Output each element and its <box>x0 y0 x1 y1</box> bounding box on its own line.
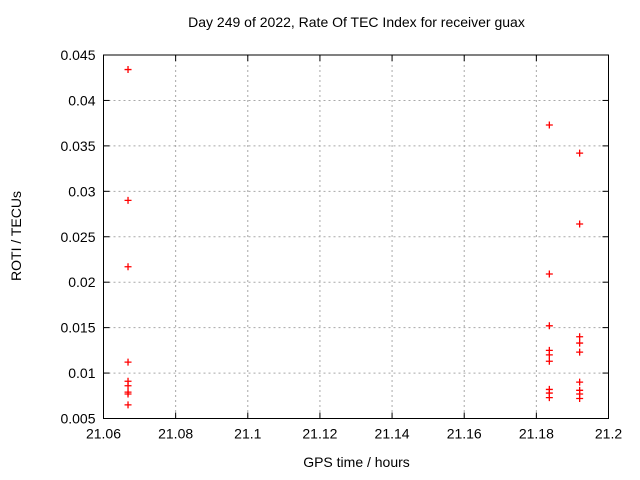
data-point <box>576 339 584 347</box>
y-tick-label: 0.035 <box>60 138 95 154</box>
y-tick-label: 0.01 <box>68 365 95 381</box>
data-point <box>124 390 132 398</box>
data-point <box>545 270 553 278</box>
x-tick-label: 21.1 <box>234 426 261 442</box>
data-point <box>545 357 553 365</box>
y-tick-label: 0.04 <box>68 92 95 108</box>
y-tick-label: 0.02 <box>68 274 95 290</box>
x-tick-label: 21.16 <box>447 426 482 442</box>
data-point <box>124 382 132 390</box>
x-tick-label: 21.14 <box>375 426 410 442</box>
plot-frame <box>103 54 609 419</box>
y-tick-label: 0.015 <box>60 320 95 336</box>
x-axis-label: GPS time / hours <box>303 454 410 470</box>
data-point <box>576 395 584 403</box>
x-tick-label: 21.12 <box>302 426 337 442</box>
chart-title: Day 249 of 2022, Rate Of TEC Index for r… <box>188 14 525 30</box>
y-tick-label: 0.045 <box>60 47 95 63</box>
data-point <box>124 66 132 74</box>
y-tick-label: 0.005 <box>60 411 95 427</box>
data-point <box>545 121 553 129</box>
data-point <box>576 149 584 157</box>
data-point <box>124 196 132 204</box>
x-tick-label: 21.2 <box>595 426 622 442</box>
x-tick-label: 21.08 <box>158 426 193 442</box>
data-point <box>124 263 132 271</box>
data-point <box>576 378 584 386</box>
data-point <box>545 322 553 330</box>
data-point <box>576 220 584 228</box>
data-point <box>545 351 553 359</box>
data-point <box>576 333 584 341</box>
x-tick-label: 21.06 <box>86 426 121 442</box>
data-point <box>124 401 132 409</box>
y-tick-label: 0.03 <box>68 183 95 199</box>
x-tick-label: 21.18 <box>519 426 554 442</box>
data-point <box>124 358 132 366</box>
data-point <box>576 348 584 356</box>
y-tick-label: 0.025 <box>60 229 95 245</box>
data-point <box>545 394 553 402</box>
